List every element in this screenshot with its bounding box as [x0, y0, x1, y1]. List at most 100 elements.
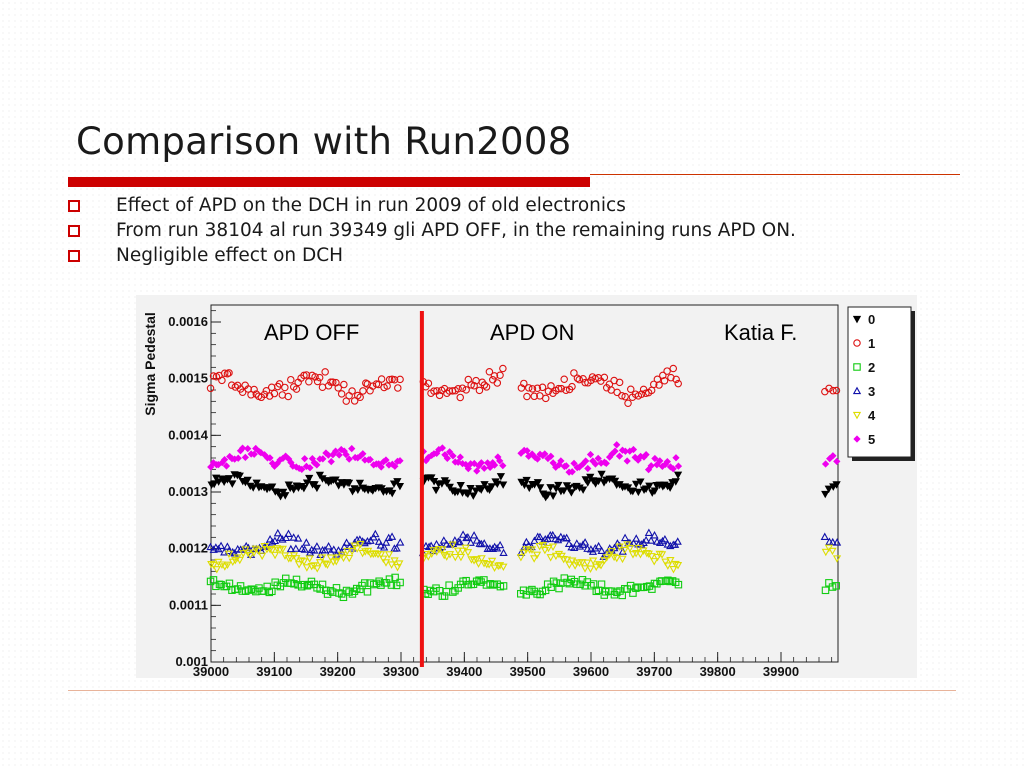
- data-point: [647, 553, 656, 561]
- y-axis-title: Sigma Pedestal: [142, 312, 158, 416]
- data-point: [243, 476, 252, 485]
- data-point: [435, 391, 444, 400]
- data-point: [576, 580, 584, 589]
- data-point: [469, 531, 479, 539]
- data-point: [541, 394, 550, 403]
- data-point: [455, 537, 465, 546]
- data-point: [250, 450, 258, 458]
- data-point: [209, 545, 218, 553]
- data-point: [588, 547, 598, 555]
- data-point: [387, 561, 396, 569]
- data-point: [424, 553, 433, 561]
- data-point: [387, 581, 396, 589]
- data-point: [821, 460, 830, 468]
- data-point: [623, 541, 632, 549]
- data-point: [570, 459, 578, 468]
- data-point: [273, 528, 282, 537]
- data-point: [610, 477, 620, 486]
- data-point: [356, 393, 364, 402]
- data-point: [394, 384, 402, 392]
- data-point: [833, 457, 841, 466]
- data-point: [570, 577, 579, 586]
- y-tick-label: 0.0016: [168, 314, 208, 329]
- data-point: [674, 462, 683, 470]
- data-point: [641, 535, 651, 544]
- series-5: [207, 441, 841, 476]
- data-point: [209, 561, 218, 570]
- data-point: [310, 546, 319, 554]
- data-point: [332, 584, 341, 592]
- data-point: [821, 548, 830, 557]
- data-point: [375, 577, 383, 585]
- data-point: [522, 476, 531, 485]
- data-point: [620, 533, 630, 542]
- data-point: [666, 577, 674, 586]
- legend-label: 3: [868, 384, 875, 399]
- data-point: [252, 479, 261, 488]
- data-point: [549, 459, 557, 467]
- data-point: [536, 484, 545, 492]
- data-point: [236, 582, 245, 590]
- data-point: [458, 547, 467, 556]
- data-point: [642, 451, 650, 459]
- data-point: [209, 372, 218, 380]
- data-point: [559, 487, 569, 495]
- title-accent-bar: [68, 177, 590, 187]
- data-point: [297, 557, 306, 565]
- data-point: [206, 542, 215, 551]
- data-point: [543, 534, 552, 542]
- data-point: [207, 561, 216, 569]
- data-point: [589, 580, 598, 588]
- data-point: [824, 485, 833, 494]
- data-point: [548, 530, 557, 539]
- data-point: [305, 474, 314, 483]
- data-point: [251, 545, 260, 554]
- data-point: [472, 577, 481, 586]
- data-point: [292, 575, 301, 584]
- data-point: [235, 472, 244, 481]
- data-point: [586, 473, 595, 482]
- data-point: [294, 534, 303, 542]
- data-point: [528, 385, 537, 393]
- data-point: [366, 455, 374, 464]
- x-tick-label: 39100: [256, 664, 292, 678]
- data-point: [583, 544, 592, 552]
- legend-shadow: [911, 311, 915, 461]
- title-accent-line: [590, 174, 960, 175]
- data-point: [396, 578, 404, 587]
- data-point: [820, 532, 829, 540]
- data-point: [377, 375, 386, 383]
- data-point: [582, 457, 590, 465]
- data-point: [463, 533, 472, 541]
- data-point: [467, 556, 476, 564]
- data-point: [666, 557, 675, 565]
- data-point: [472, 536, 482, 544]
- data-point: [523, 392, 531, 401]
- data-point: [616, 587, 624, 595]
- data-point: [241, 453, 249, 461]
- data-point: [445, 483, 454, 492]
- data-point: [315, 373, 324, 382]
- data-point: [628, 487, 637, 496]
- data-point: [655, 381, 663, 389]
- data-point: [490, 372, 499, 380]
- data-point: [430, 387, 438, 395]
- data-point: [344, 479, 354, 488]
- bullet-list: Effect of APD on the DCH in run 2009 of …: [66, 193, 796, 268]
- data-point: [557, 384, 566, 393]
- data-point: [832, 555, 842, 563]
- data-point: [495, 540, 505, 549]
- data-point: [594, 454, 602, 463]
- data-point: [320, 545, 330, 554]
- data-point: [265, 545, 275, 554]
- plot-canvas: 0.001 0.0011 0.0012 0.0013 0.0014 0.0015 0.001…: [136, 295, 917, 678]
- data-point: [284, 392, 292, 401]
- data-point: [270, 389, 279, 398]
- data-point: [223, 561, 232, 570]
- y-tick-label: 0.001: [175, 654, 208, 669]
- x-tick-label: 39300: [383, 664, 419, 678]
- data-point: [600, 557, 609, 565]
- data-point: [519, 549, 528, 557]
- data-point: [335, 451, 343, 459]
- data-point: [665, 484, 675, 492]
